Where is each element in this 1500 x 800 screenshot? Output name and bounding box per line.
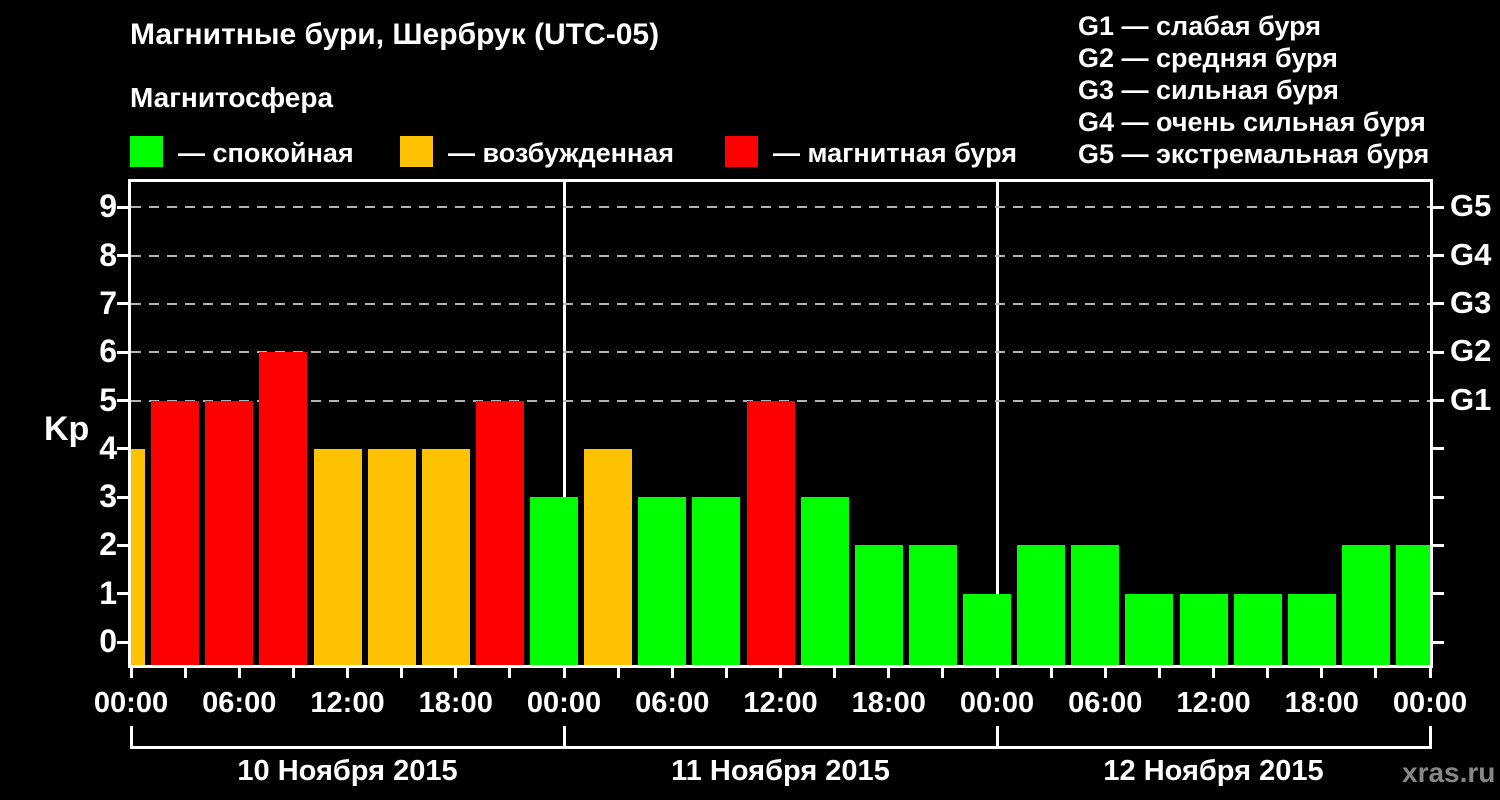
y-axis-label: 1 [99,574,117,611]
y-axis-label: 0 [99,623,117,659]
right-axis-label-g5: G5 [1450,188,1492,224]
y-axis-label: 8 [99,236,117,273]
kp-bar-h6 [205,400,254,665]
y-axis-label: 3 [99,478,117,515]
date-label: 12 Ноября 2015 [1103,755,1324,787]
legend-label-calm: — спокойная [178,138,354,168]
kp-bar-h63 [1233,593,1282,665]
storm-scale-item-g2: G2 — средняя буря [1078,43,1338,73]
kp-bar-h54 [1071,545,1120,665]
legend-swatch-storm [725,136,758,167]
date-bracket-tick [129,726,133,749]
y-axis-label: 9 [99,188,117,225]
x-axis-label: 00:00 [93,687,169,719]
y-axis-title: Kp [44,410,90,448]
kp-bar-h39 [800,497,849,665]
kp-bar-h27 [584,448,633,665]
legend-swatch-calm [130,136,163,167]
kp-bar-h15 [367,448,416,665]
storm-scale-item-g5: G5 — экстремальная буря [1078,139,1430,169]
kp-bar-h72 [1396,545,1430,665]
kp-bar-h12 [313,448,362,665]
date-bracket-tick [995,726,999,749]
day-boundary-line [995,182,999,665]
x-axis-label: 06:00 [202,687,277,719]
x-axis-label: 06:00 [1068,687,1143,719]
gridline-kp9 [131,206,1430,209]
legend-label-storm: — магнитная буря [773,138,1017,168]
y-axis-label: 7 [99,284,117,321]
x-axis-label: 00:00 [526,687,602,719]
kp-bar-h36 [746,400,795,665]
page-title: Магнитные бури, Шербрук (UTC-05) [130,18,660,51]
kp-bar-h33 [692,497,741,665]
right-axis-label-g4: G4 [1450,236,1492,272]
right-axis-label-g2: G2 [1450,333,1492,369]
right-axis-label-g3: G3 [1450,284,1492,320]
watermark: xras.ru [1402,757,1496,788]
chart-subtitle: Магнитосфера [130,82,334,113]
legend-label-excited: — возбужденная [448,138,674,168]
right-axis-label-g1: G1 [1450,381,1492,417]
legend-swatch-excited [400,136,433,167]
y-axis-label: 2 [99,526,117,563]
x-axis-label: 12:00 [1176,687,1251,719]
date-bracket-tick [562,726,566,749]
kp-bar-h30 [638,497,687,665]
kp-bar-h48 [963,593,1011,665]
x-axis-label: 06:00 [635,687,710,719]
storm-scale-item-g4: G4 — очень сильная буря [1078,107,1426,137]
gridline-kp6 [131,351,1430,354]
x-axis-label: 18:00 [851,687,926,719]
x-axis-label: 00:00 [1392,687,1468,719]
storm-scale-item-g3: G3 — сильная буря [1078,75,1339,105]
kp-bar-h9 [259,352,308,665]
storm-scale-legend: G1 — слабая буря G2 — средняя буря G3 — си… [1078,10,1429,170]
x-axis-label: 12:00 [310,687,385,719]
day-boundary-line [562,182,566,665]
gridline-kp8 [131,254,1430,257]
date-label: 11 Ноября 2015 [671,755,890,787]
kp-bar-h42 [854,545,903,665]
x-axis-label: 12:00 [743,687,818,719]
kp-bar-h18 [421,448,470,665]
x-axis-label: 18:00 [418,687,493,719]
kp-bar-h60 [1179,593,1228,665]
y-axis-label: 6 [99,333,117,370]
kp-bar-h3 [151,400,200,665]
kp-bar-h21 [475,400,524,665]
gridline-kp7 [131,302,1430,305]
x-axis-label: 18:00 [1284,687,1359,719]
kp-bar-h57 [1125,593,1174,665]
date-label: 10 Ноября 2015 [237,755,458,787]
kp-bar-h66 [1287,593,1336,665]
kp-bar-h0 [131,448,145,665]
kp-bar-plot-area [131,182,1430,665]
kp-bar-h24 [530,497,578,665]
kp-bar-h51 [1017,545,1066,665]
date-bracket-line [131,746,1430,749]
kp-bar-h69 [1341,545,1390,665]
kp-bar-h45 [908,545,957,665]
date-bracket-tick [1428,726,1432,749]
x-axis-label: 00:00 [959,687,1035,719]
storm-scale-item-g1: G1 — слабая буря [1078,11,1322,41]
